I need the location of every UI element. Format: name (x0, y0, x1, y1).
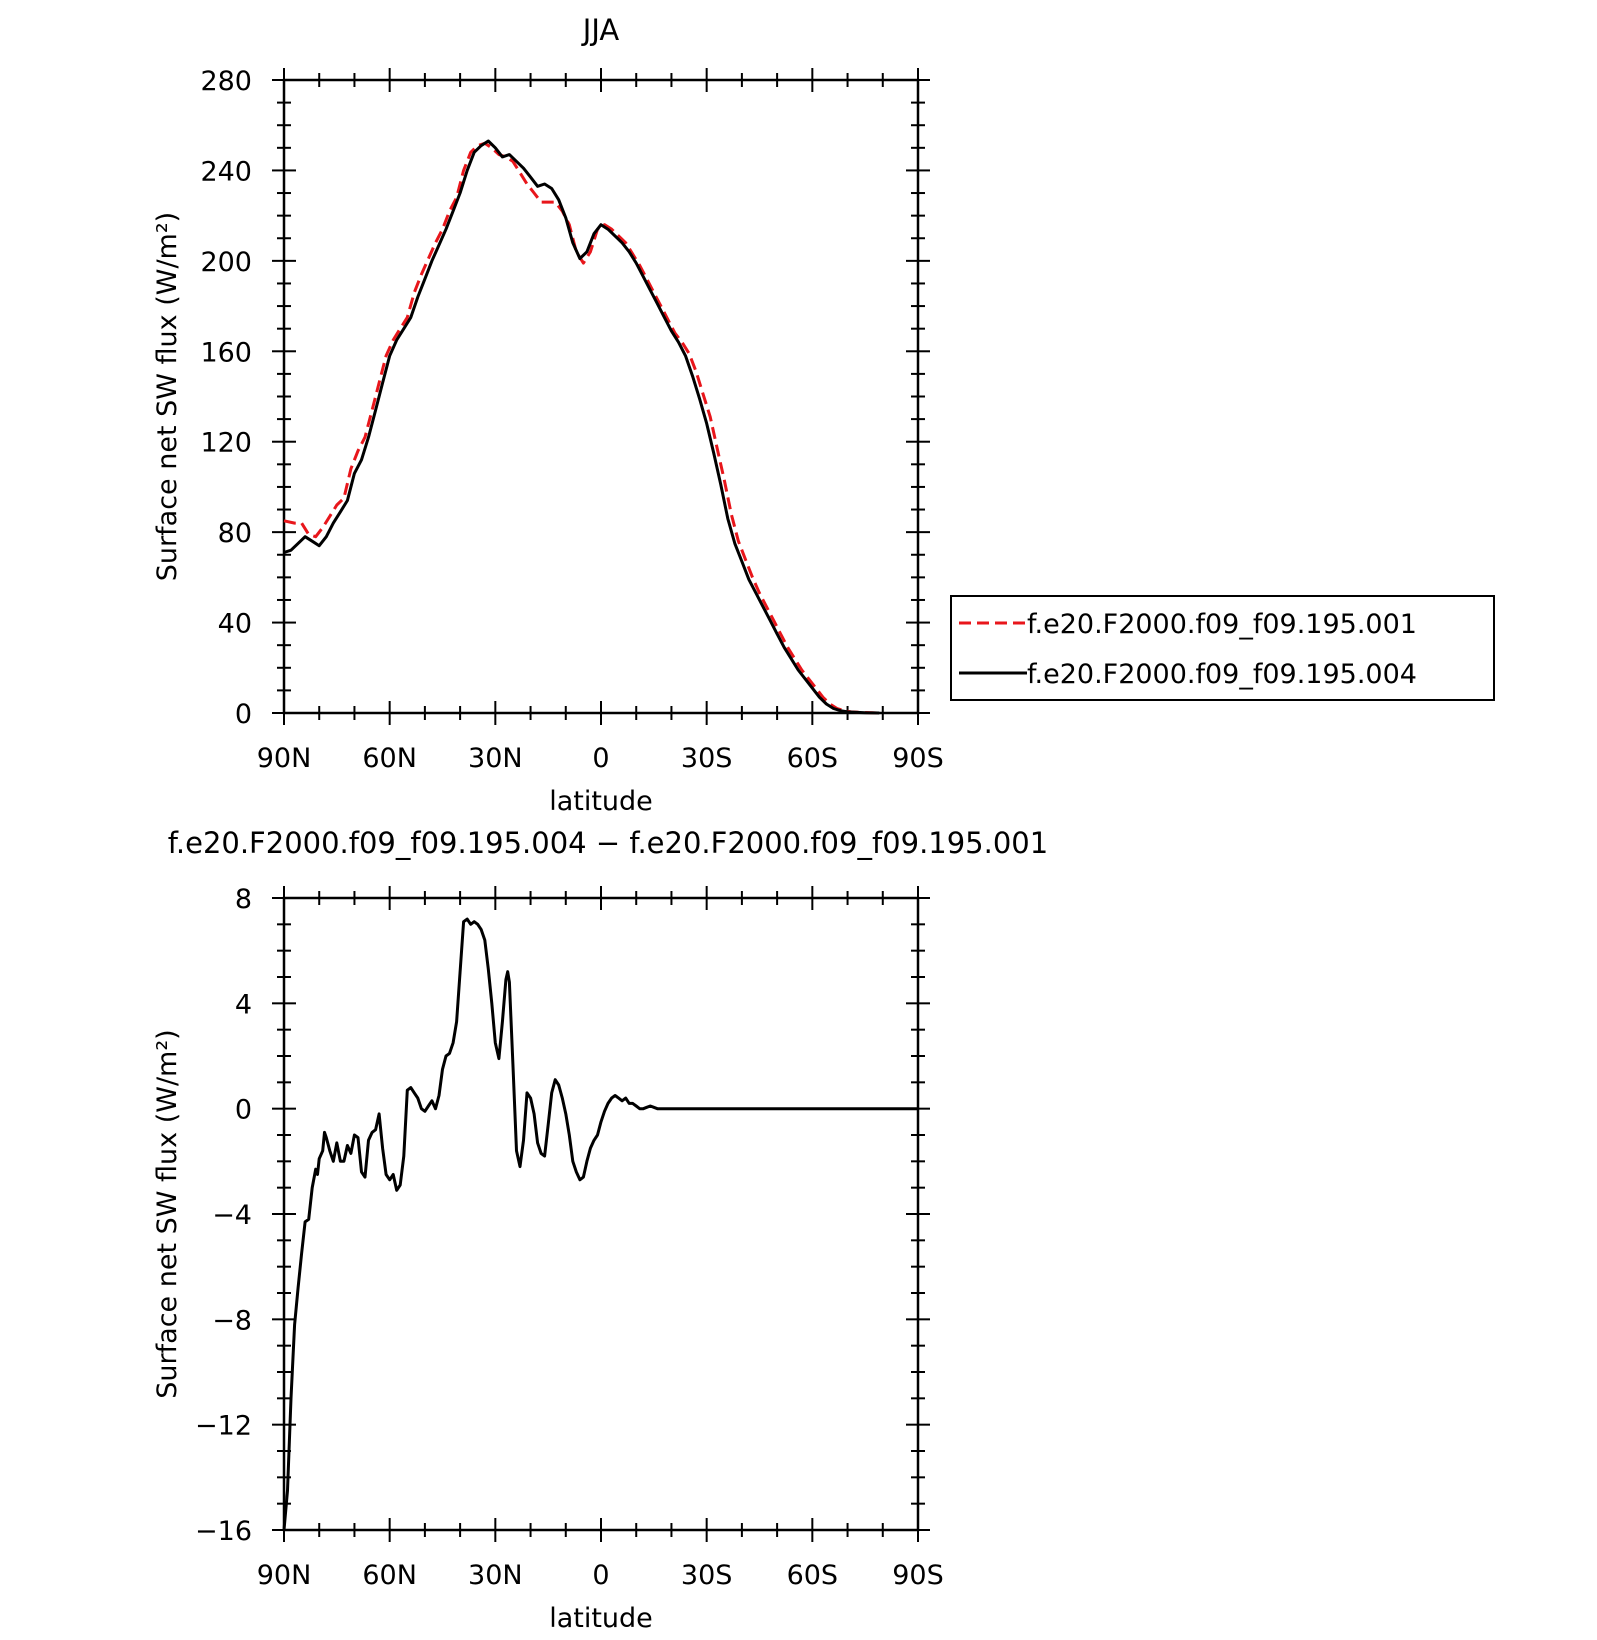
y-tick-label: 120 (200, 428, 252, 459)
legend: f.e20.F2000.f09_f09.195.001 f.e20.F2000.f… (950, 595, 1495, 701)
x-tick-label: 60S (787, 1560, 839, 1591)
x-axis-label: latitude (549, 1603, 653, 1634)
x-tick-label: 30S (681, 743, 733, 774)
y-tick-label: 200 (200, 247, 252, 278)
legend-label: f.e20.F2000.f09_f09.195.001 (1027, 609, 1417, 640)
x-tick-label: 0 (592, 743, 609, 774)
legend-label: f.e20.F2000.f09_f09.195.004 (1027, 659, 1417, 690)
x-tick-label: 90N (257, 1560, 312, 1591)
y-tick-label: −4 (212, 1200, 252, 1231)
y-axis-label: Surface net SW flux (W/m²) (152, 212, 183, 581)
chart-title: JJA (581, 13, 620, 47)
y-tick-label: 4 (235, 989, 252, 1020)
x-tick-label: 90S (892, 743, 944, 774)
x-tick-label: 60N (362, 743, 417, 774)
series-line-1 (283, 141, 880, 715)
y-tick-label: 40 (218, 609, 252, 640)
y-tick-label: 80 (218, 518, 252, 549)
y-tick-label: −16 (195, 1516, 252, 1547)
x-tick-label: 0 (592, 1560, 609, 1591)
plot-frame (282, 896, 920, 1532)
x-tick-label: 60N (362, 1560, 417, 1591)
series-line-2 (283, 139, 880, 715)
y-tick-label: 240 (200, 156, 252, 187)
x-axis-label: latitude (549, 786, 653, 817)
x-tick-label: 90S (892, 1560, 944, 1591)
y-tick-label: −12 (195, 1411, 252, 1442)
y-tick-label: 0 (235, 1095, 252, 1126)
y-tick-label: 8 (235, 884, 252, 915)
y-tick-label: 280 (200, 66, 252, 97)
x-tick-label: 30N (468, 1560, 523, 1591)
chart-panel-2: f.e20.F2000.f09_f09.195.004 − f.e20.F200… (152, 826, 1048, 1634)
x-tick-label: 90N (257, 743, 312, 774)
y-tick-label: 160 (200, 337, 252, 368)
y-tick-label: −8 (212, 1305, 252, 1336)
y-axis-label: Surface net SW flux (W/m²) (152, 1029, 183, 1398)
x-tick-label: 60S (787, 743, 839, 774)
chart-panel-1: JJA 90N 60N 30N 0 30S 60S 90S 0 40 80 120 160 200 240 2… (152, 13, 1495, 817)
x-tick-label: 30N (468, 743, 523, 774)
y-tick-label: 0 (235, 699, 252, 730)
series-line-1 (282, 917, 918, 1531)
x-tick-label: 30S (681, 1560, 733, 1591)
legend-box (950, 595, 1495, 701)
chart-title: f.e20.F2000.f09_f09.195.004 − f.e20.F200… (168, 826, 1048, 860)
